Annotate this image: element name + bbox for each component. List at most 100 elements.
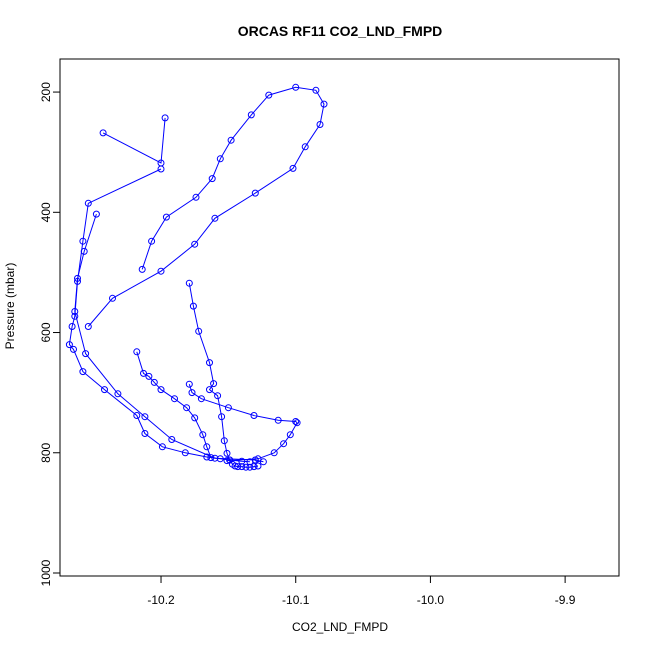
data-point: [301, 143, 309, 151]
data-point: [150, 378, 158, 386]
series-5: [185, 279, 262, 471]
data-point: [203, 453, 211, 461]
data-point: [148, 237, 156, 245]
data-point: [138, 265, 146, 273]
series-2: [65, 165, 254, 466]
x-axis-label: CO2_LND_FMPD: [292, 620, 388, 634]
data-point: [247, 111, 255, 119]
data-point: [199, 431, 207, 439]
data-point: [246, 463, 254, 471]
series-1: [99, 114, 169, 167]
data-point: [79, 368, 87, 376]
data-point: [220, 437, 228, 445]
data-point: [280, 440, 288, 448]
data-point: [250, 412, 258, 419]
data-point: [158, 443, 166, 451]
data-point: [185, 380, 193, 388]
data-point: [188, 389, 196, 397]
data-point: [140, 369, 147, 377]
series-line: [102, 117, 166, 164]
data-point: [80, 247, 88, 255]
data-point: [206, 359, 213, 367]
series-7: [185, 380, 301, 465]
chart-title: ORCAS RF11 CO2_LND_FMPD: [238, 23, 443, 39]
data-point: [71, 308, 79, 315]
data-point: [192, 193, 200, 201]
data-point: [265, 91, 273, 99]
data-point: [82, 350, 90, 358]
x-tick-label: -9.9: [555, 593, 576, 607]
data-point: [70, 345, 77, 353]
data-point: [189, 302, 197, 310]
y-tick-label: 200: [39, 82, 53, 102]
data-point: [259, 458, 267, 466]
data-point: [292, 83, 300, 91]
data-point: [185, 279, 193, 287]
data-point: [227, 136, 235, 144]
data-point: [218, 413, 226, 421]
data-point: [183, 404, 191, 412]
data-point: [79, 237, 87, 245]
data-point: [157, 267, 165, 275]
data-point: [171, 395, 178, 403]
data-point: [99, 129, 107, 137]
data-point: [191, 240, 199, 248]
data-point: [157, 165, 165, 173]
data-point: [208, 175, 216, 183]
data-point: [286, 431, 294, 439]
data-point: [133, 348, 141, 356]
x-tick-label: -10.2: [147, 593, 175, 607]
data-point: [133, 412, 141, 419]
data-point: [162, 213, 170, 221]
data-point: [161, 114, 169, 122]
data-point: [224, 404, 232, 412]
series-6: [133, 348, 215, 462]
data-point: [293, 419, 301, 427]
series-layer: [65, 83, 328, 471]
data-point: [145, 372, 153, 380]
data-point: [238, 463, 246, 471]
data-point: [84, 199, 92, 207]
x-tick-label: -10.0: [417, 593, 445, 607]
data-point: [211, 214, 219, 222]
data-point: [168, 436, 176, 443]
data-point: [214, 392, 222, 400]
data-point: [270, 449, 278, 457]
y-tick-label: 400: [39, 202, 53, 222]
series-line: [188, 283, 259, 468]
data-point: [157, 386, 165, 394]
data-point: [320, 100, 328, 108]
plot-area-border: [59, 58, 620, 577]
data-point: [210, 380, 218, 388]
data-point: [292, 418, 300, 425]
data-point: [65, 341, 73, 349]
data-point: [316, 121, 324, 128]
data-point: [197, 395, 205, 403]
data-point: [216, 155, 224, 163]
data-point: [191, 414, 199, 422]
data-point: [74, 274, 81, 282]
x-axis: -10.2 -10.1 -10.0 -9.9: [147, 576, 576, 607]
data-point: [141, 430, 149, 437]
data-point: [207, 454, 215, 462]
data-point: [274, 416, 282, 424]
data-point: [312, 86, 320, 94]
data-point: [238, 457, 246, 465]
data-point: [114, 390, 122, 398]
data-point: [109, 294, 116, 302]
data-point: [223, 457, 231, 465]
data-point: [254, 455, 262, 463]
data-point: [251, 189, 259, 197]
data-point: [242, 463, 250, 471]
data-point: [68, 323, 76, 330]
y-tick-label: 1000: [39, 559, 53, 586]
series-line: [87, 86, 325, 327]
data-point: [250, 463, 258, 471]
series-line: [74, 213, 264, 463]
series-line: [188, 384, 298, 462]
data-point: [254, 462, 262, 470]
data-point: [92, 210, 100, 218]
data-point: [289, 164, 297, 172]
data-point: [181, 449, 189, 457]
